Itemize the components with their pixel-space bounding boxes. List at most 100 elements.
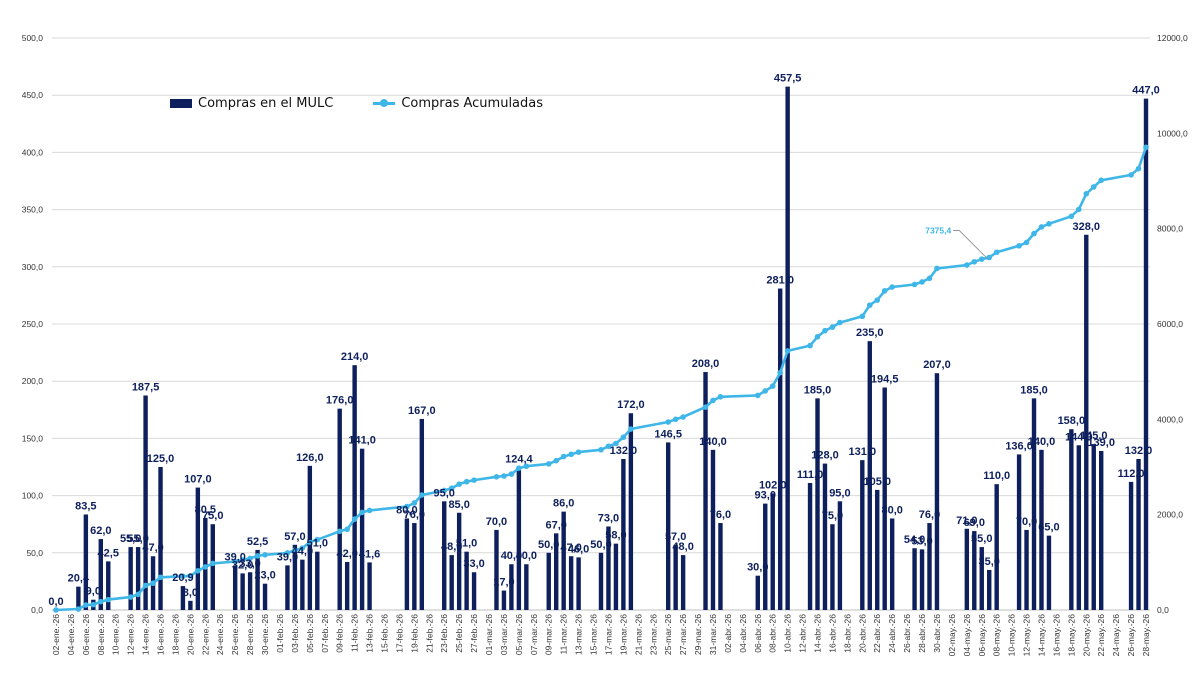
bar bbox=[471, 572, 477, 610]
cumulative-point bbox=[702, 404, 709, 410]
cumulative-point bbox=[1046, 221, 1052, 227]
bar-value-label: 131,0 bbox=[849, 446, 877, 458]
bar bbox=[807, 483, 813, 610]
cumulative-point bbox=[777, 369, 783, 376]
bar bbox=[419, 418, 425, 610]
bar-value-label: 33,0 bbox=[239, 558, 260, 570]
cumulative-point bbox=[717, 394, 724, 400]
bar bbox=[777, 288, 783, 610]
bar bbox=[1084, 234, 1089, 610]
cumulative-point bbox=[1083, 191, 1090, 197]
x-axis-tick-label: 08-may.-26 bbox=[992, 614, 1002, 657]
bar bbox=[554, 533, 559, 610]
cumulative-point bbox=[359, 509, 365, 516]
x-axis-tick-label: 22-ene.-26 bbox=[200, 614, 210, 655]
x-axis-tick-label: 01-feb.-26 bbox=[275, 614, 285, 653]
bar-value-label: 447,0 bbox=[1132, 85, 1160, 97]
bar-value-label: 194,5 bbox=[871, 373, 899, 385]
cumulative-point bbox=[97, 598, 104, 605]
bar bbox=[763, 503, 768, 610]
cumulative-point bbox=[90, 601, 97, 608]
cumulative-point bbox=[471, 477, 477, 483]
x-axis-tick-label: 17-feb.-26 bbox=[394, 614, 404, 653]
x-axis-tick-label: 26-may.-26 bbox=[1126, 614, 1136, 657]
cumulative-point bbox=[336, 528, 343, 535]
bar bbox=[546, 552, 551, 610]
cumulative-point bbox=[1076, 206, 1082, 213]
bar bbox=[919, 549, 925, 610]
cumulative-line-series bbox=[53, 144, 1149, 613]
cumulative-point bbox=[971, 258, 978, 265]
bar bbox=[494, 529, 499, 610]
cumulative-point bbox=[307, 539, 313, 545]
cumulative-point bbox=[814, 333, 821, 340]
cumulative-point bbox=[523, 463, 530, 470]
x-axis-tick-label: 24-may.-26 bbox=[1111, 614, 1121, 657]
bar-value-label: 76,0 bbox=[710, 509, 731, 521]
bar-value-label: 95,0 bbox=[434, 487, 455, 499]
bar-value-label: 57,0 bbox=[284, 531, 305, 543]
left-axis-tick-label: 450,0 bbox=[22, 90, 44, 100]
cumulative-point bbox=[1023, 239, 1030, 246]
bar bbox=[1046, 535, 1052, 610]
bar bbox=[83, 514, 89, 610]
bar-value-label: 9,0 bbox=[86, 586, 101, 598]
bar-value-label: 17,0 bbox=[493, 577, 514, 589]
bar bbox=[718, 523, 723, 610]
bar bbox=[524, 564, 529, 610]
bar-value-label: 23,0 bbox=[254, 570, 275, 582]
bar-value-label: 35,0 bbox=[979, 556, 1000, 568]
cumulative-point bbox=[456, 481, 462, 487]
cumulative-point bbox=[299, 545, 306, 551]
bar bbox=[598, 552, 604, 610]
x-axis-tick-label: 04-abr.-26 bbox=[738, 614, 748, 653]
bar-value-label: 95,0 bbox=[829, 487, 850, 499]
x-axis-tick-label: 02-abr.-26 bbox=[723, 614, 733, 653]
x-axis-tick-label: 08-abr.-26 bbox=[768, 614, 778, 653]
cumulative-point bbox=[829, 324, 836, 330]
cumulative-point bbox=[105, 596, 112, 603]
cumulative-point bbox=[613, 440, 619, 447]
bar-value-label: 176,0 bbox=[326, 395, 354, 407]
bar bbox=[1143, 98, 1149, 610]
bar-value-label: 207,0 bbox=[923, 359, 951, 371]
annotation-leader bbox=[953, 230, 988, 259]
bar-value-labels: 0,020,483,59,062,042,555,055,0187,547,01… bbox=[48, 73, 1159, 608]
cumulative-point bbox=[672, 416, 679, 423]
cumulative-point bbox=[292, 547, 298, 554]
bar-value-label: 65,0 bbox=[1038, 522, 1059, 534]
x-axis-tick-label: 12-ene.-26 bbox=[126, 614, 136, 655]
x-axis-tick-label: 04-may.-26 bbox=[962, 614, 972, 657]
legend-line-label: Compras Acumuladas bbox=[401, 96, 544, 111]
left-axis-tick-label: 500,0 bbox=[22, 33, 44, 43]
bar-value-label: 51,0 bbox=[307, 538, 328, 550]
bar-value-label: 111,0 bbox=[797, 469, 823, 481]
cumulative-point bbox=[135, 591, 141, 598]
x-axis-tick-label: 01-mar.-26 bbox=[484, 614, 494, 655]
x-axis-tick-label: 06-ene.-26 bbox=[81, 614, 91, 655]
bar-value-label: 44,0 bbox=[292, 546, 313, 558]
cumulative-point bbox=[254, 553, 261, 559]
cumulative-point bbox=[1098, 177, 1105, 184]
bar bbox=[1031, 398, 1037, 610]
bar bbox=[352, 365, 357, 610]
legend: Compras en el MULC Compras Acumuladas bbox=[170, 96, 583, 111]
bar bbox=[188, 600, 193, 610]
x-axis-tick-label: 14-abr.-26 bbox=[813, 614, 823, 653]
left-axis-tick-label: 150,0 bbox=[22, 433, 44, 443]
cumulative-point bbox=[575, 449, 582, 455]
x-axis-tick-label: 18-may.-26 bbox=[1066, 614, 1076, 657]
bar bbox=[501, 590, 507, 610]
bar bbox=[1069, 429, 1074, 610]
cumulative-point bbox=[284, 550, 291, 556]
bar-value-label: 457,5 bbox=[774, 73, 802, 85]
cumulative-point bbox=[665, 419, 671, 425]
cumulative-point bbox=[822, 327, 828, 334]
bar bbox=[561, 511, 566, 610]
x-axis-tick-label: 23-feb.-26 bbox=[439, 614, 449, 653]
bar-value-label: 167,0 bbox=[408, 405, 436, 417]
cumulative-point bbox=[366, 507, 373, 514]
bar bbox=[964, 528, 970, 610]
bar-value-label: 208,0 bbox=[692, 358, 720, 370]
cumulative-point bbox=[762, 388, 769, 394]
